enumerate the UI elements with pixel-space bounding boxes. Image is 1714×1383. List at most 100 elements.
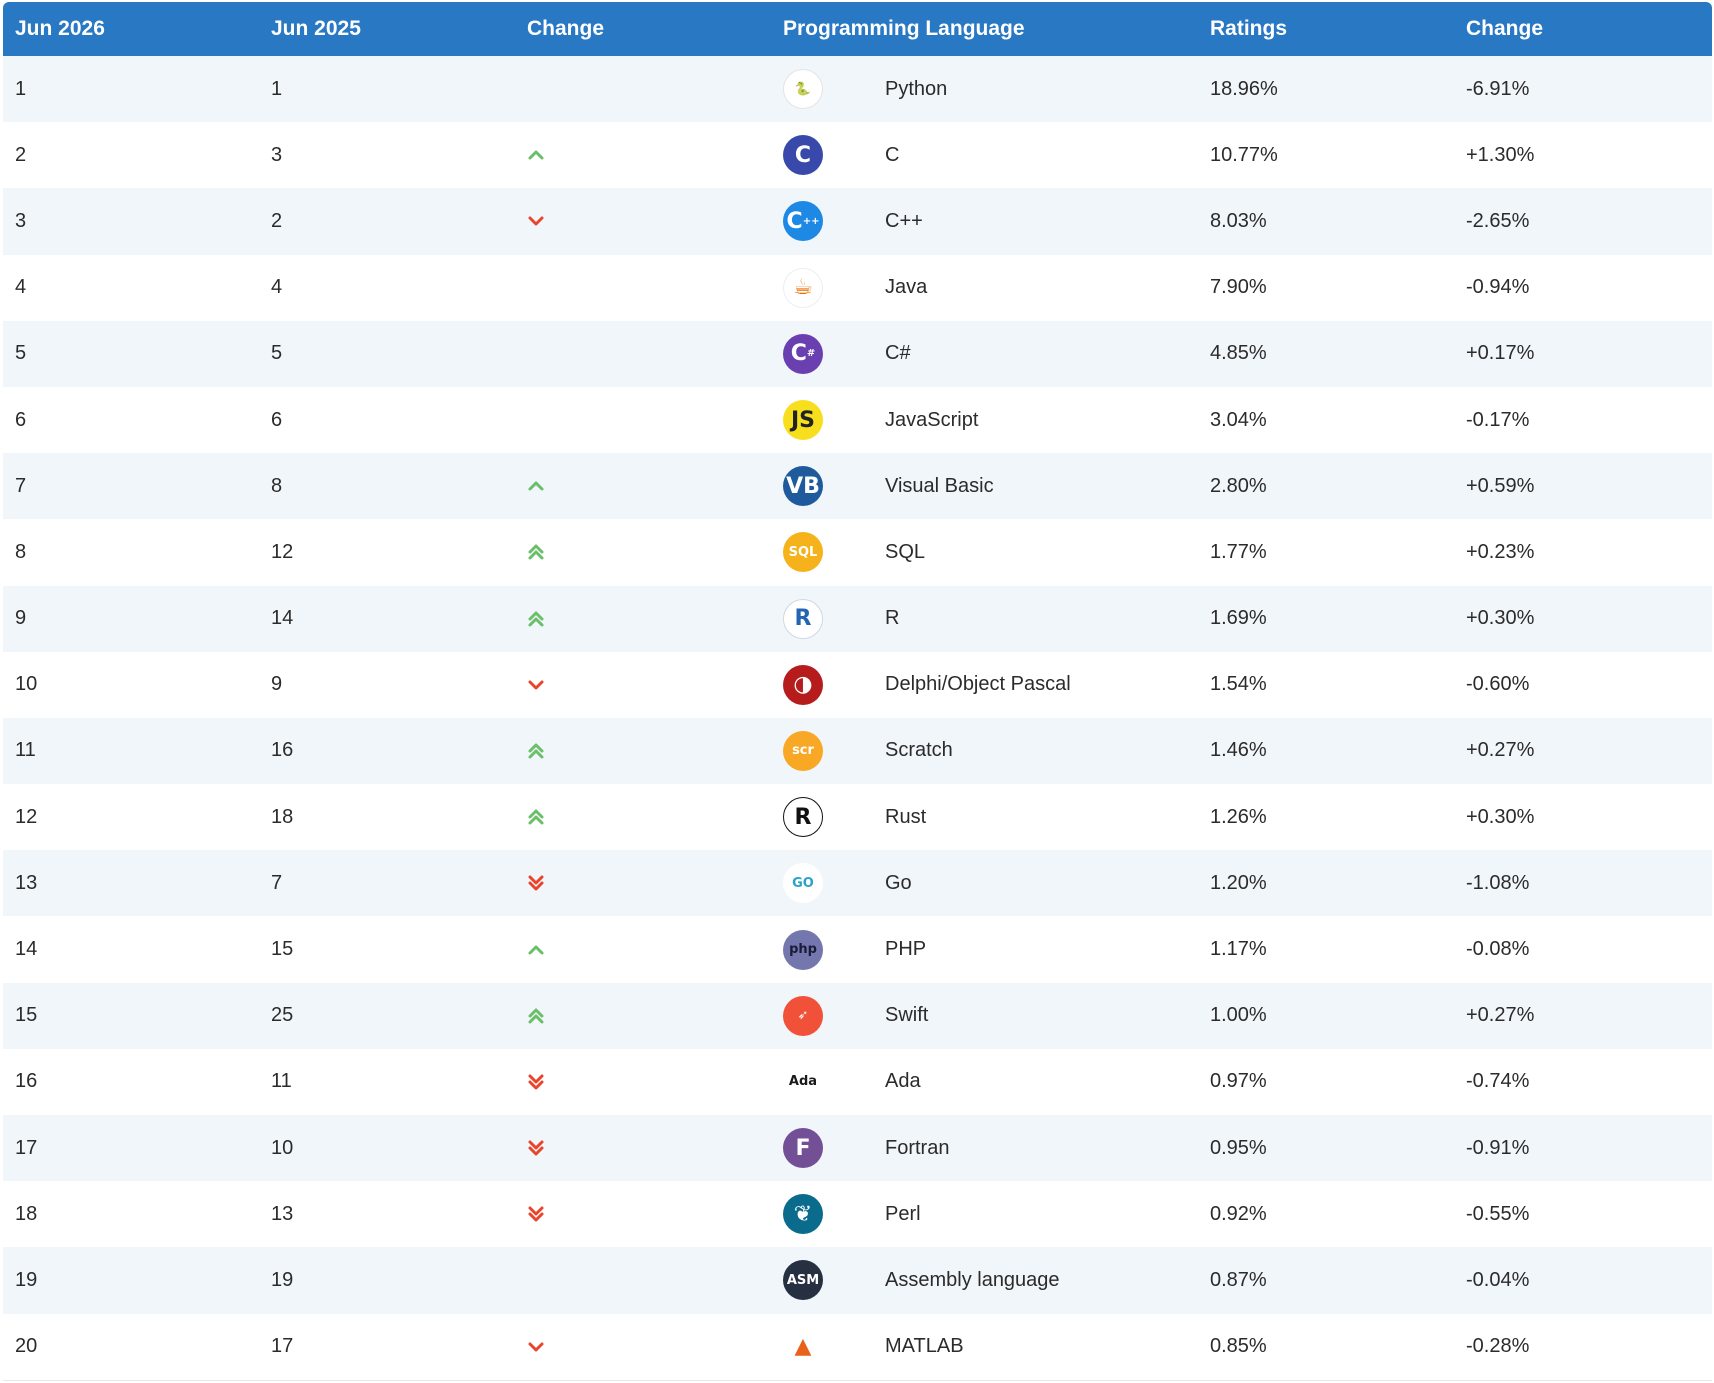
change-value: +0.17% bbox=[1454, 320, 1712, 387]
previous-rank: 15 bbox=[259, 916, 515, 983]
language-name: Visual Basic bbox=[873, 453, 1198, 520]
double-chevron-down-icon bbox=[527, 1073, 771, 1091]
language-logo-cell: scr bbox=[771, 717, 873, 785]
previous-rank: 6 bbox=[259, 386, 515, 454]
change-value: +1.30% bbox=[1454, 122, 1712, 189]
table-row: 1 1 🐍 Python 18.96% -6.91% bbox=[3, 56, 1712, 123]
language-logo-cell: C bbox=[771, 122, 873, 189]
trend-cell bbox=[515, 1115, 771, 1182]
language-name: Delphi/Object Pascal bbox=[873, 651, 1198, 718]
assembly-logo-icon: ASM bbox=[783, 1260, 823, 1301]
r-logo-icon: R bbox=[783, 598, 823, 639]
rating-value: 0.92% bbox=[1198, 1181, 1454, 1248]
trend-cell bbox=[515, 386, 771, 454]
current-rank: 7 bbox=[3, 453, 259, 520]
previous-rank: 2 bbox=[259, 188, 515, 255]
current-rank: 13 bbox=[3, 850, 259, 917]
rating-value: 7.90% bbox=[1198, 254, 1454, 321]
ada-logo-icon: Ada bbox=[788, 1074, 818, 1090]
visual-basic-logo-icon: VB bbox=[783, 466, 823, 507]
trend-cell bbox=[515, 56, 771, 123]
current-rank: 8 bbox=[3, 519, 259, 586]
current-rank: 4 bbox=[3, 254, 259, 321]
language-name: Go bbox=[873, 850, 1198, 917]
language-logo-cell: 🐍 bbox=[771, 56, 873, 123]
current-rank: 19 bbox=[3, 1247, 259, 1314]
double-chevron-down-icon bbox=[527, 1205, 771, 1223]
language-logo-cell: C ++ bbox=[771, 188, 873, 255]
language-logo-cell: C # bbox=[771, 320, 873, 387]
header-current-rank: Jun 2026 bbox=[3, 2, 259, 56]
language-logo-cell: F bbox=[771, 1115, 873, 1182]
previous-rank: 8 bbox=[259, 453, 515, 520]
trend-cell bbox=[515, 519, 771, 586]
language-logo-cell: ☕ bbox=[771, 254, 873, 321]
rating-value: 0.85% bbox=[1198, 1313, 1454, 1380]
ranking-table-container: Jun 2026 Jun 2025 Change Programming Lan… bbox=[3, 2, 1712, 1381]
javascript-logo-icon: JS bbox=[783, 400, 823, 441]
table-row: 7 8 VB Visual Basic 2.80% +0.59% bbox=[3, 453, 1712, 520]
language-name: Java bbox=[873, 254, 1198, 321]
matlab-logo-icon: ▲ bbox=[794, 1334, 812, 1360]
double-chevron-up-icon bbox=[527, 808, 771, 826]
rating-value: 1.77% bbox=[1198, 519, 1454, 586]
previous-rank: 14 bbox=[259, 585, 515, 652]
language-logo-cell: ◑ bbox=[771, 651, 873, 718]
table-row: 4 4 ☕ Java 7.90% -0.94% bbox=[3, 254, 1712, 321]
chevron-down-icon bbox=[527, 1338, 771, 1356]
trend-cell bbox=[515, 320, 771, 387]
delphi-logo-icon: ◑ bbox=[783, 664, 823, 705]
rating-value: 1.26% bbox=[1198, 784, 1454, 851]
rating-value: 8.03% bbox=[1198, 188, 1454, 255]
current-rank: 11 bbox=[3, 717, 259, 785]
header-change-percent: Change bbox=[1454, 2, 1712, 56]
language-name: Rust bbox=[873, 784, 1198, 851]
chevron-down-icon bbox=[527, 676, 771, 694]
table-row: 8 12 SQL SQL 1.77% +0.23% bbox=[3, 519, 1712, 586]
language-logo-cell: SQL bbox=[771, 519, 873, 586]
table-row: 10 9 ◑ Delphi/Object Pascal 1.54% -0.60% bbox=[3, 651, 1712, 718]
double-chevron-up-icon bbox=[527, 742, 771, 760]
language-logo-cell: ❦ bbox=[771, 1181, 873, 1248]
sql-logo-icon: SQL bbox=[783, 532, 823, 573]
previous-rank: 4 bbox=[259, 254, 515, 321]
change-value: -0.08% bbox=[1454, 916, 1712, 983]
change-value: -0.74% bbox=[1454, 1048, 1712, 1115]
current-rank: 2 bbox=[3, 122, 259, 189]
previous-rank: 10 bbox=[259, 1115, 515, 1182]
current-rank: 5 bbox=[3, 320, 259, 387]
rating-value: 1.69% bbox=[1198, 585, 1454, 652]
rating-value: 1.20% bbox=[1198, 850, 1454, 917]
current-rank: 17 bbox=[3, 1115, 259, 1182]
rating-value: 2.80% bbox=[1198, 453, 1454, 520]
chevron-up-icon bbox=[527, 477, 771, 495]
rating-value: 0.95% bbox=[1198, 1115, 1454, 1182]
trend-cell bbox=[515, 585, 771, 652]
rating-value: 4.85% bbox=[1198, 320, 1454, 387]
trend-cell bbox=[515, 784, 771, 851]
table-row: 17 10 F Fortran 0.95% -0.91% bbox=[3, 1115, 1712, 1182]
language-name: Fortran bbox=[873, 1115, 1198, 1182]
cpp-logo-icon: C ++ bbox=[783, 201, 823, 242]
current-rank: 10 bbox=[3, 651, 259, 718]
change-value: +0.59% bbox=[1454, 453, 1712, 520]
chevron-down-icon bbox=[527, 212, 771, 230]
change-value: -0.04% bbox=[1454, 1247, 1712, 1314]
current-rank: 9 bbox=[3, 585, 259, 652]
change-value: +0.27% bbox=[1454, 717, 1712, 785]
previous-rank: 18 bbox=[259, 784, 515, 851]
rating-value: 0.87% bbox=[1198, 1247, 1454, 1314]
language-name: R bbox=[873, 585, 1198, 652]
language-name: C# bbox=[873, 320, 1198, 387]
header-previous-rank: Jun 2025 bbox=[259, 2, 515, 56]
table-row: 18 13 ❦ Perl 0.92% -0.55% bbox=[3, 1181, 1712, 1248]
change-value: -2.65% bbox=[1454, 188, 1712, 255]
language-logo-cell: GO bbox=[771, 850, 873, 917]
table-row: 6 6 JS JavaScript 3.04% -0.17% bbox=[3, 386, 1712, 454]
table-row: 11 16 scr Scratch 1.46% +0.27% bbox=[3, 717, 1712, 785]
double-chevron-up-icon bbox=[527, 1007, 771, 1025]
rating-value: 0.97% bbox=[1198, 1048, 1454, 1115]
language-logo-cell: R bbox=[771, 784, 873, 851]
current-rank: 12 bbox=[3, 784, 259, 851]
current-rank: 3 bbox=[3, 188, 259, 255]
